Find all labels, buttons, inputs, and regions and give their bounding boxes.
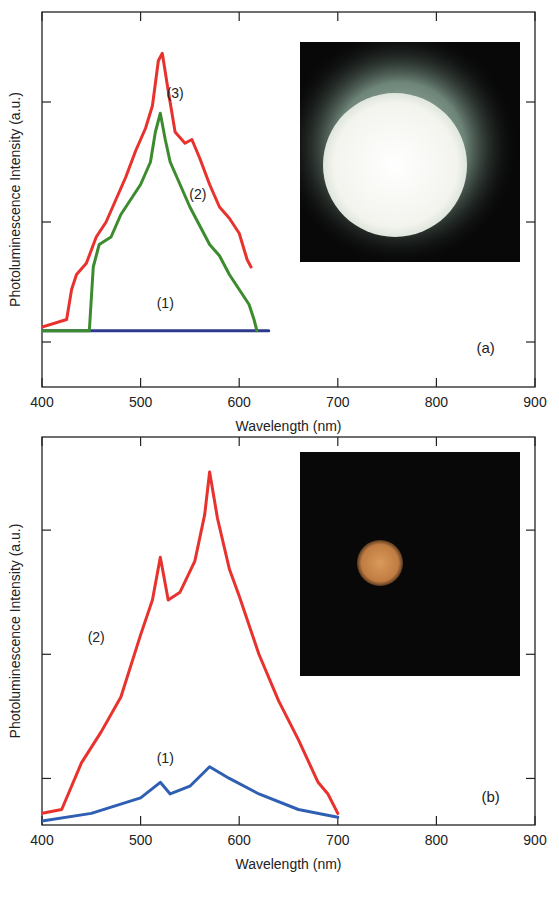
- data-lines: [42, 472, 338, 821]
- x-tick: [337, 378, 338, 387]
- x-tick: [534, 378, 535, 387]
- inset-background: [300, 452, 520, 676]
- y-tick: [42, 530, 51, 531]
- x-tick: [534, 816, 535, 825]
- series-label: (2): [189, 186, 206, 202]
- series-line: [42, 53, 251, 327]
- y-tick: [42, 778, 51, 779]
- x-tick-top: [436, 12, 437, 21]
- series-line: [42, 472, 338, 813]
- y-tick: [42, 101, 51, 102]
- x-tick: [41, 378, 42, 387]
- x-tick-label: 800: [425, 394, 449, 410]
- y-tick-right: [526, 530, 535, 531]
- x-tick-label: 700: [326, 832, 350, 848]
- x-tick: [239, 378, 240, 387]
- series-label: (2): [88, 629, 105, 645]
- figure: 400 500 600 700 800 900 Wavelength (nm) Photolu…: [0, 0, 559, 910]
- x-tick: [436, 378, 437, 387]
- x-tick-top: [140, 12, 141, 21]
- x-tick-top: [337, 12, 338, 21]
- x-tick-label: 900: [523, 832, 547, 848]
- x-tick-top: [41, 12, 42, 21]
- y-tick-right: [526, 341, 535, 342]
- data-lines: [42, 53, 269, 331]
- y-axis-title: Photoluminescence Intensity (a.u.): [7, 92, 23, 307]
- x-tick-label: 500: [129, 394, 153, 410]
- x-tick: [140, 378, 141, 387]
- y-tick: [42, 221, 51, 222]
- x-tick-label: 800: [425, 832, 449, 848]
- x-tick-label: 500: [129, 832, 153, 848]
- x-tick-top: [41, 437, 42, 446]
- x-tick-label: 400: [30, 832, 54, 848]
- x-axis-title: Wavelength (nm): [235, 856, 341, 872]
- series-line: [42, 113, 257, 331]
- y-tick-right: [526, 654, 535, 655]
- inset-halo: [300, 42, 518, 262]
- x-axis-title: Wavelength (nm): [235, 418, 341, 434]
- x-tick-top: [337, 437, 338, 446]
- y-tick: [42, 341, 51, 342]
- y-tick-right: [526, 101, 535, 102]
- inset-spot: [357, 540, 403, 586]
- y-tick-right: [526, 221, 535, 222]
- x-tick-label: 400: [30, 394, 54, 410]
- x-tick-top: [534, 12, 535, 21]
- inset-photo: [300, 452, 520, 676]
- plot-frame: [42, 12, 535, 387]
- y-tick-right: [526, 778, 535, 779]
- panel-0: 400 500 600 700 800 900 Wavelength (nm) Photolu…: [7, 12, 547, 434]
- series-label: (3): [167, 85, 184, 101]
- inset-photo: [300, 42, 520, 262]
- series-line: [42, 767, 338, 821]
- x-tick-top: [140, 437, 141, 446]
- x-tick: [239, 816, 240, 825]
- inset-core: [323, 93, 467, 237]
- panel-letter: (b): [481, 788, 499, 805]
- x-tick: [140, 816, 141, 825]
- plot-frame: [42, 437, 535, 825]
- y-axis-title: Photoluminescence Intensity (a.u.): [7, 524, 23, 739]
- x-tick-top: [239, 12, 240, 21]
- panel-letter: (a): [477, 339, 495, 356]
- y-tick: [42, 654, 51, 655]
- x-tick-label: 900: [523, 394, 547, 410]
- x-tick: [436, 816, 437, 825]
- x-tick-top: [436, 437, 437, 446]
- series-label: (1): [157, 750, 174, 766]
- x-tick-top: [239, 437, 240, 446]
- x-tick-label: 600: [228, 832, 252, 848]
- panel-1: 400 500 600 700 800 900 Wavelength (nm) Photolu…: [7, 437, 547, 872]
- x-tick-label: 700: [326, 394, 350, 410]
- series-label: (1): [157, 295, 174, 311]
- x-tick-top: [534, 437, 535, 446]
- x-tick-label: 600: [228, 394, 252, 410]
